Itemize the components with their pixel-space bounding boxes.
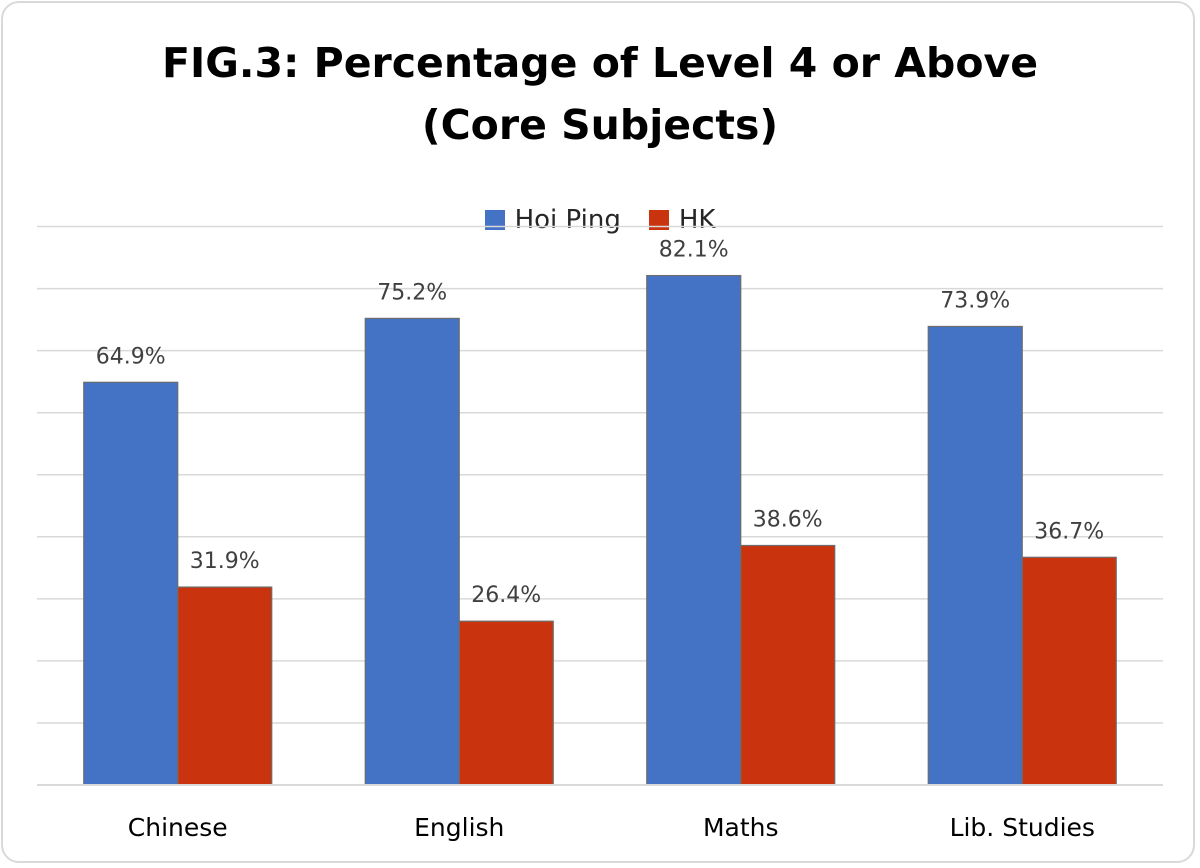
data-label-hk-english: 26.4% [471,583,541,608]
chart-legend: Hoi Ping HK [0,202,1200,238]
data-label-hoi-ping-english: 75.2% [377,280,447,305]
category-label: Lib. Studies [950,813,1095,842]
data-label-hk-maths: 38.6% [753,507,823,532]
legend-swatch-hk [648,210,669,230]
category-label: Maths [703,813,779,842]
category-label: Chinese [128,813,228,842]
bar-hoi-ping-lib-studies [927,325,1023,786]
data-label-hk-chinese: 31.9% [190,549,260,574]
data-label-hoi-ping-chinese: 64.9% [96,344,166,369]
data-label-hoi-ping-lib-studies: 73.9% [940,288,1010,313]
bar-hk-english [458,620,554,786]
legend-item-hoi-ping: Hoi Ping [484,205,621,235]
bar-hk-maths [740,544,836,786]
chart-title-line-1: FIG.3: Percentage of Level 4 or Above [161,39,1039,87]
bar-hoi-ping-maths [646,274,742,786]
bar-hk-chinese [177,586,273,786]
chart-title: FIG.3: Percentage of Level 4 or Above (C… [0,32,1200,156]
bar-hoi-ping-english [364,317,460,786]
data-label-hoi-ping-maths: 82.1% [659,238,729,263]
legend-label-hk: HK [678,205,716,235]
bar-hoi-ping-chinese [83,381,179,786]
bar-hk-lib-studies [1021,556,1117,786]
data-label-hk-lib-studies: 36.7% [1034,519,1104,544]
category-label: English [414,813,504,842]
legend-swatch-hoi-ping [484,210,505,230]
chart-title-line-2: (Core Subjects) [421,101,779,149]
legend-item-hk: HK [648,205,716,235]
legend-label-hoi-ping: Hoi Ping [514,205,621,235]
